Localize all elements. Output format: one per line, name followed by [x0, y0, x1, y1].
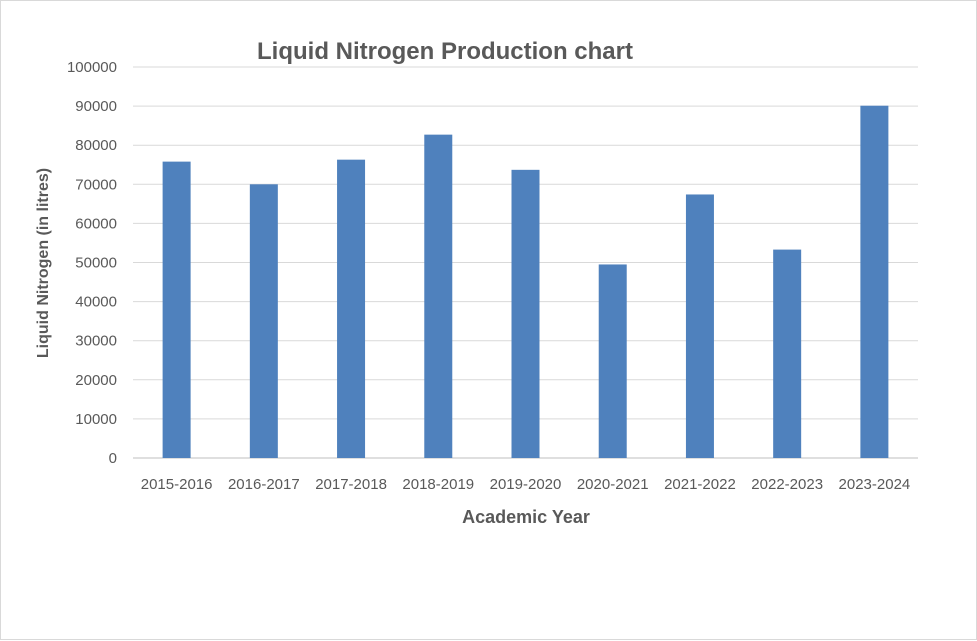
y-tick-label: 90000: [75, 98, 117, 115]
x-axis-ticks: 2015-2016 2016-2017 2017-2018 2018-2019 2019…: [141, 476, 911, 493]
x-tick-label: 2017-2018: [315, 476, 387, 493]
x-tick-label: 2020-2021: [577, 476, 649, 493]
x-axis-title: Academic Year: [462, 507, 590, 527]
bar-2022-2023: [773, 249, 802, 458]
bar-2015-2016: [162, 161, 191, 458]
x-tick-label: 2016-2017: [228, 476, 300, 493]
bar-2020-2021: [598, 264, 627, 458]
y-tick-label: 30000: [75, 333, 117, 350]
y-tick-label: 40000: [75, 294, 117, 311]
bar-2021-2022: [685, 194, 714, 458]
y-tick-label: 70000: [75, 176, 117, 193]
y-tick-label: 20000: [75, 372, 117, 389]
x-tick-label: 2018-2019: [402, 476, 474, 493]
bar-2019-2020: [511, 169, 540, 458]
bar-2023-2024: [860, 105, 889, 459]
y-tick-label: 60000: [75, 215, 117, 232]
bar-2018-2019: [424, 134, 453, 458]
bar-2016-2017: [249, 184, 278, 459]
y-tick-label: 100000: [67, 59, 117, 76]
y-tick-label: 0: [109, 450, 117, 467]
x-tick-label: 2019-2020: [490, 476, 562, 493]
chart-title: Liquid Nitrogen Production chart: [257, 38, 633, 65]
y-axis-ticks: 0 10000 20000 30000 40000 50000 60000 70000 8000…: [67, 59, 117, 467]
y-axis-title: Liquid Nitrogen (in litres): [35, 168, 52, 358]
bar-2017-2018: [337, 159, 366, 459]
x-tick-label: 2022-2023: [751, 476, 823, 493]
y-tick-label: 80000: [75, 137, 117, 154]
x-tick-label: 2021-2022: [664, 476, 736, 493]
y-tick-label: 10000: [75, 411, 117, 428]
y-tick-label: 50000: [75, 255, 117, 272]
x-tick-label: 2015-2016: [141, 476, 213, 493]
x-tick-label: 2023-2024: [839, 476, 911, 493]
bars: [162, 105, 889, 459]
